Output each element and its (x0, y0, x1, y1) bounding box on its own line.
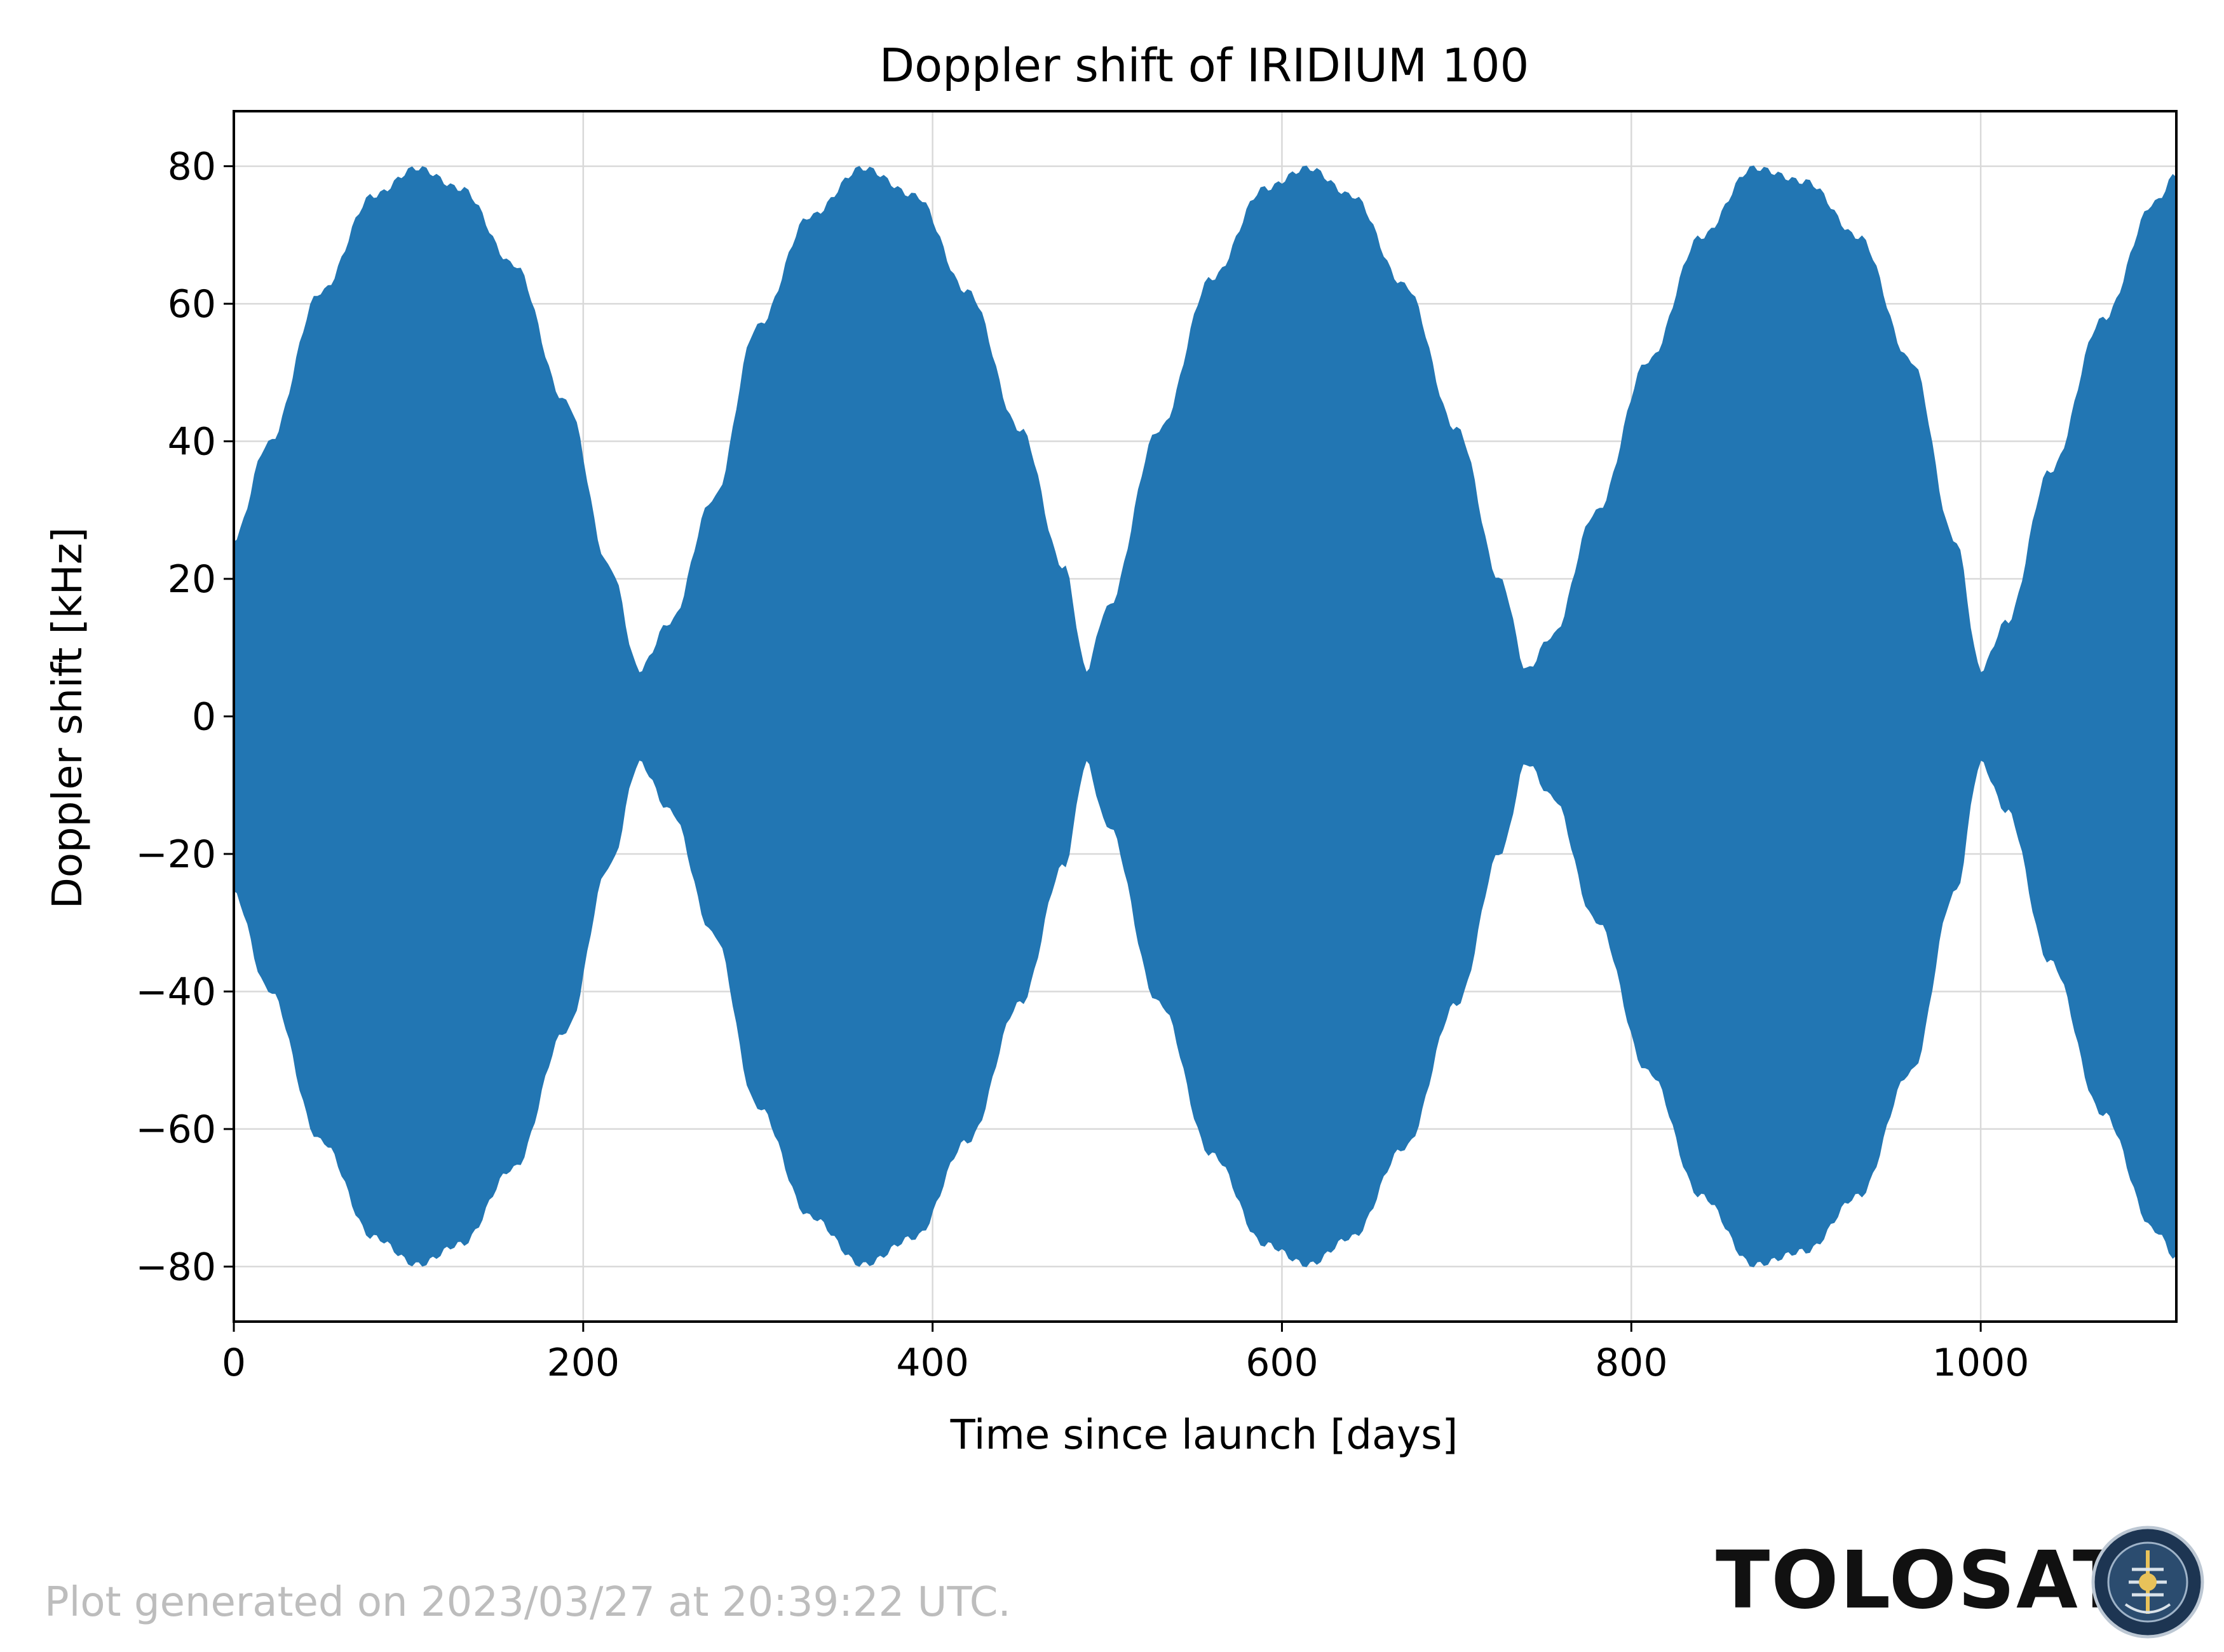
y-axis-label: Doppler shift [kHz] (44, 527, 92, 909)
x-tick-label: 0 (222, 1341, 246, 1385)
axis-ticks: 0 200 400 600 800 1000 −80 −60 −40 −20 0 20 40 60 80 (135, 145, 2029, 1385)
plot-area (233, 165, 2177, 1268)
generated-timestamp: Plot generated on 2023/03/27 at 20:39:22… (44, 1579, 1011, 1626)
y-tick-label: −40 (135, 970, 216, 1014)
brand-name: TOLOSAT (1716, 1534, 2129, 1627)
x-axis-label: Time since launch [days] (950, 1412, 1458, 1459)
y-tick-label: 20 (168, 557, 216, 602)
y-tick-label: 60 (168, 282, 216, 327)
x-tick-label: 1000 (1932, 1341, 2030, 1385)
tolosat-logo-icon (2091, 1526, 2204, 1639)
x-tick-label: 600 (1245, 1341, 1319, 1385)
chart-title: Doppler shift of IRIDIUM 100 (879, 39, 1529, 92)
x-tick-label: 200 (547, 1341, 620, 1385)
y-tick-label: −20 (135, 832, 216, 877)
y-tick-label: 40 (168, 420, 216, 464)
x-tick-label: 400 (896, 1341, 969, 1385)
doppler-envelope-area (233, 165, 2177, 1268)
y-tick-label: −60 (135, 1107, 216, 1152)
y-tick-label: 0 (192, 695, 216, 740)
y-tick-label: 80 (168, 145, 216, 189)
y-tick-label: −80 (135, 1245, 216, 1289)
x-tick-label: 800 (1595, 1341, 1668, 1385)
